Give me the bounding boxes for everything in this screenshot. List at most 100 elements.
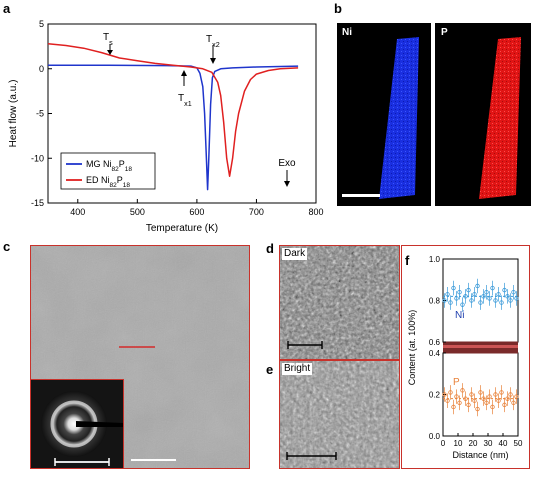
data-point <box>514 296 519 301</box>
dsc-legend: MG Ni82P18 ED Ni82P18 <box>60 152 156 190</box>
data-point <box>463 396 468 401</box>
dsc-series <box>47 42 299 191</box>
data-point <box>481 294 486 299</box>
data-point <box>460 388 465 393</box>
data-point <box>487 296 492 301</box>
dark-label: Dark <box>282 248 308 260</box>
composition-frame <box>401 245 530 469</box>
dark-region-image: Dark <box>279 245 400 360</box>
data-point <box>466 287 471 293</box>
data-point <box>448 300 453 305</box>
f-x-tick-label: 10 <box>454 439 463 448</box>
exo-label: Exo <box>278 158 296 169</box>
legend-box <box>60 152 156 190</box>
data-point <box>508 298 513 303</box>
data-point <box>493 392 498 397</box>
data-point <box>490 285 495 291</box>
tem-image <box>31 246 249 468</box>
composition-series: Ni P <box>442 278 519 417</box>
y-tick-label: -10 <box>31 153 44 163</box>
f-x-tick-label: 20 <box>469 439 478 448</box>
data-point <box>451 404 456 410</box>
data-point <box>469 298 474 303</box>
data-point <box>454 394 459 399</box>
dsc-chart: 400 500 600 700 800 5 0 -5 -10 -15 Temperature (K)… <box>8 19 324 234</box>
ni-map-image <box>379 37 419 199</box>
data-point <box>496 398 501 403</box>
data-point <box>463 294 468 299</box>
data-point <box>469 392 474 397</box>
data-point <box>475 406 480 412</box>
panel-label-c: c <box>3 239 11 254</box>
data-point <box>505 396 510 401</box>
composition-axes: 1.0 0.8 0.6 0.4 0.2 0.00 10 20 30 40 50 Distance (n… <box>407 255 523 460</box>
f-x-tick-label: 50 <box>514 439 523 448</box>
map-scale-bar <box>342 194 380 197</box>
y-tick-label: -15 <box>31 198 44 208</box>
x-tick-label: 600 <box>189 207 204 217</box>
f-x-tick-label: 0 <box>441 439 446 448</box>
data-point <box>442 298 447 303</box>
tx2-arrowhead <box>210 58 216 64</box>
panel-label-a: a <box>3 1 11 16</box>
data-point <box>442 392 447 397</box>
exo-arrowhead <box>284 181 290 187</box>
x-tick-label: 500 <box>130 207 145 217</box>
data-point <box>514 394 519 399</box>
data-point <box>460 302 465 307</box>
data-point <box>499 300 504 305</box>
data-point <box>496 292 501 297</box>
x-tick-label: 800 <box>308 207 323 217</box>
tx2-label: Tx2 <box>206 34 220 49</box>
ts-arrowhead <box>107 50 113 55</box>
data-point <box>502 402 507 408</box>
data-point <box>481 396 486 401</box>
saed-inset <box>31 379 124 468</box>
data-point <box>445 292 450 297</box>
data-point <box>511 290 516 295</box>
data-point <box>457 290 462 295</box>
data-point <box>472 398 477 403</box>
series-label-1: P <box>453 377 460 388</box>
bright-label: Bright <box>282 363 313 375</box>
panel-label-b: b <box>334 1 342 16</box>
y-tick-label: -5 <box>36 109 44 119</box>
data-point <box>490 404 495 410</box>
series-line-1 <box>47 42 299 177</box>
data-point <box>451 285 456 291</box>
data-point <box>445 398 450 403</box>
data-point <box>499 390 504 395</box>
data-point <box>466 402 471 408</box>
eds-map-ni: Ni <box>337 23 431 206</box>
legend-label-0: MG Ni82P18 <box>86 159 132 173</box>
f-x-axis-title: Distance (nm) <box>452 450 508 460</box>
data-point <box>478 300 483 305</box>
dsc-axes: 400 500 600 700 800 5 0 -5 -10 -15 Temperature (K)… <box>8 19 324 234</box>
y-tick-label: 0 <box>39 64 44 74</box>
ni-y-tick-label: 0.8 <box>429 297 441 306</box>
bright-region-image: Bright <box>279 360 400 469</box>
data-point <box>511 400 516 405</box>
data-point <box>502 287 507 293</box>
data-point <box>487 394 492 399</box>
eds-map-p: P <box>435 23 531 206</box>
ni-map-label: Ni <box>342 27 352 38</box>
f-x-tick-label: 30 <box>484 439 493 448</box>
data-point <box>457 400 462 405</box>
diffraction-pattern <box>31 380 123 468</box>
data-point <box>493 298 498 303</box>
data-point <box>505 294 510 299</box>
dsc-annotations: Ts Tx2 Tx1 Exo <box>103 32 296 187</box>
ts-label: Ts <box>103 32 113 47</box>
data-point <box>475 283 480 289</box>
tx1-arrowhead <box>181 70 187 76</box>
composition-chart: 1.0 0.8 0.6 0.4 0.2 0.00 10 20 30 40 50 Distance (n… <box>407 255 523 460</box>
p-y-tick-label: 0.4 <box>429 349 441 358</box>
p-map-image <box>479 37 521 199</box>
f-x-tick-label: 40 <box>499 439 508 448</box>
legend-label-1: ED Ni82P18 <box>86 175 130 189</box>
ni-y-tick-label: 0.6 <box>429 338 441 347</box>
tx1-label: Tx1 <box>178 93 192 108</box>
y-tick-label: 5 <box>39 19 44 29</box>
axis-break-highlight <box>443 345 518 348</box>
